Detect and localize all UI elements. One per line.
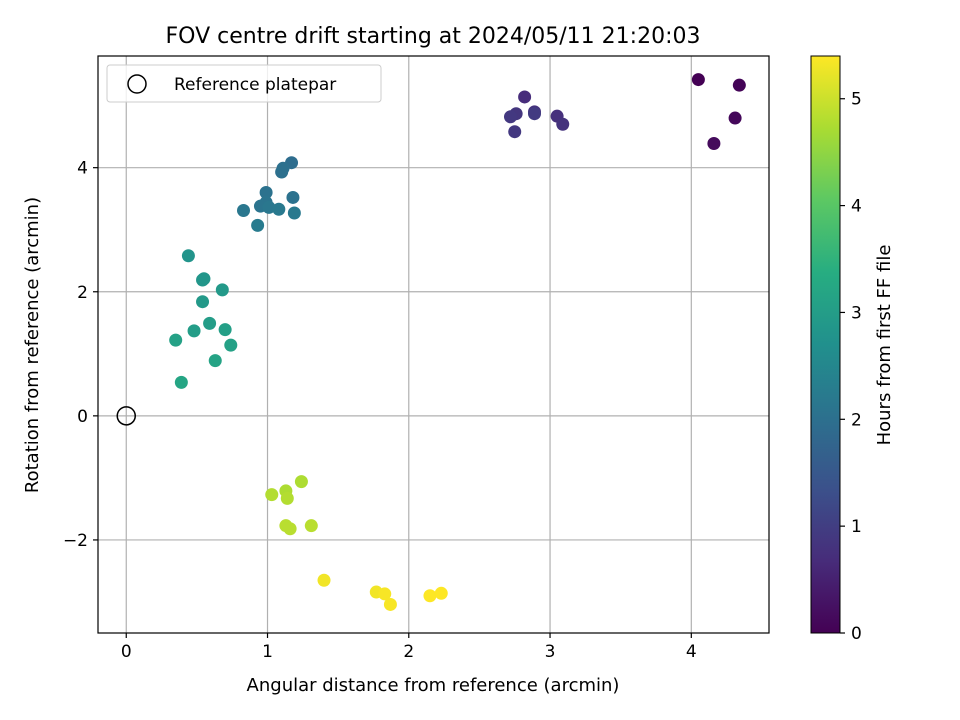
data-point [272,202,286,216]
x-tick-label: 4 [686,642,697,662]
data-point [691,73,705,87]
plot-frame [97,55,770,634]
x-tick-label: 0 [121,642,132,662]
grid [98,56,769,633]
colorbar: 0 1 2 3 4 5 Hours from first FF file [810,55,895,644]
data-point [215,283,229,297]
data-point [187,324,201,338]
y-tick-label: 0 [77,407,88,427]
data-point [203,316,217,330]
colorbar-tick-label: 1 [851,517,862,537]
data-point [251,218,265,232]
data-point [707,136,721,150]
data-point [237,203,251,217]
data-point [728,111,742,125]
colorbar-label: Hours from first FF file [874,245,895,446]
colorbar-ticks: 0 1 2 3 4 5 [840,90,862,644]
data-point [208,354,222,368]
y-tick-label: 4 [77,159,88,179]
data-point [275,165,289,179]
colorbar-tick-label: 0 [851,624,862,644]
y-axis-ticks: −2 0 2 4 [63,159,98,551]
data-point [732,78,746,92]
data-point [196,273,210,287]
data-point [383,597,397,611]
data-point [317,573,331,587]
data-point [259,185,273,199]
data-point [378,587,392,601]
data-point [503,110,517,124]
data-point [423,589,437,603]
data-point [556,117,570,131]
x-tick-label: 3 [545,642,556,662]
x-tick-label: 2 [403,642,414,662]
data-points [169,73,746,611]
legend-entry-reference: Reference platepar [174,75,336,95]
data-point [174,375,188,389]
data-point [287,206,301,220]
y-axis-label: Rotation from reference (arcmin) [22,197,43,493]
data-point [508,125,522,139]
data-point [280,491,294,505]
legend: Reference platepar [106,64,382,103]
y-tick-label: 2 [77,283,88,303]
chart-title: FOV centre drift starting at 2024/05/11 … [166,24,701,49]
data-point [518,90,532,104]
data-point [218,323,232,337]
legend-box [106,64,382,103]
data-point [286,190,300,204]
x-axis-label: Angular distance from reference (arcmin) [247,675,620,696]
colorbar-tick-label: 3 [851,303,862,323]
colorbar-tick-label: 4 [851,197,862,217]
legend-reference-marker [127,74,147,94]
colorbar-tick-label: 5 [851,90,862,110]
colorbar-tick-label: 2 [851,410,862,430]
data-point [283,522,297,536]
data-point [434,586,448,600]
x-tick-label: 1 [262,642,273,662]
data-point [304,519,318,533]
x-axis-ticks: 0 1 2 3 4 [121,633,697,662]
data-point [528,107,542,121]
data-point [265,488,279,502]
colorbar-gradient [810,55,841,634]
data-point [224,338,238,352]
data-point [196,295,210,309]
reference-platepar-marker [116,406,137,426]
data-point [294,475,308,489]
data-point [181,249,195,263]
data-point [169,333,183,347]
data-point [262,200,276,214]
y-tick-label: −2 [63,531,88,551]
